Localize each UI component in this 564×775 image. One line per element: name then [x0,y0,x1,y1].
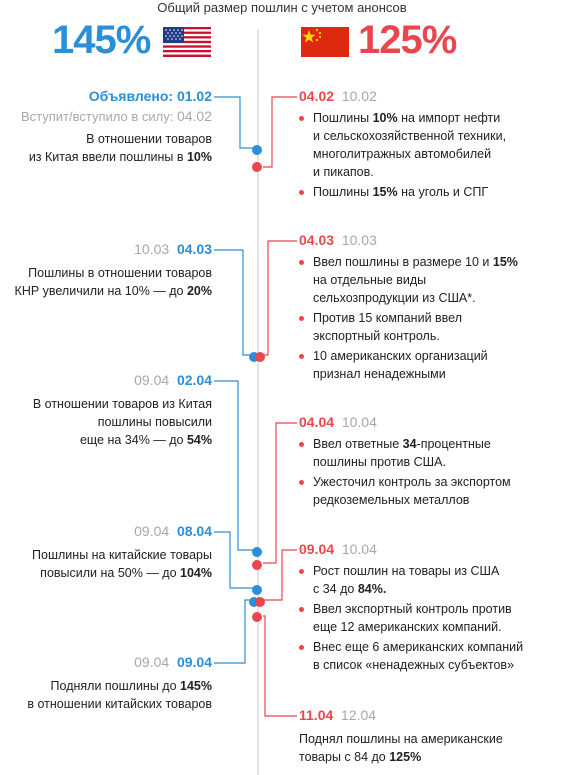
list-item: Внес еще 6 американских компаний в списо… [299,638,559,674]
effective-date: 12.04 [341,707,377,723]
announced-date: 09.04 [176,654,212,670]
event-value: 104% [180,566,212,580]
us-event-4: 09.04 08.04 Пошлины на китайские товары … [0,522,212,582]
list-item: Против 15 компаний ввел экспортный контр… [299,309,559,345]
list-item: Ввел пошлины в размере 10 и 15% на отдел… [299,253,559,307]
cn-event-2: 04.03 10.03 Ввел пошлины в размере 10 и … [299,231,559,385]
announced-date: 11.04 [299,707,334,723]
effective-date: 09.04 [134,523,170,539]
cn-event-dot [252,162,262,172]
us-event-dot [252,145,262,155]
us-event-dot [249,352,259,362]
event-text: В отношении товаров [86,132,212,146]
effective-date: 09.04 [134,654,170,670]
cn-measures-list: Рост пошлин на товары из США с 34 до 84%… [299,562,559,674]
us-event-2: 10.03 04.03 Пошлины в отношении товаров … [0,240,212,300]
cn-event-dot [255,597,265,607]
event-text: В отношении товаров из Китая [32,397,212,411]
event-value: 54% [186,433,212,447]
china-flag-icon [301,27,349,57]
cn-event-4: 09.04 10.04 Рост пошлин на товары из США… [299,540,559,676]
event-text: Пошлины в отношении товаров [28,266,212,280]
us-flag-icon [163,27,211,57]
us-event-5: 09.04 09.04 Подняли пошлины до 145% в от… [0,653,212,713]
list-item: Ввел ответные 34-процентные пошлины прот… [299,435,559,471]
effective-date: 10.03 [134,241,170,257]
event-text: в отношении китайских товаров [27,697,212,711]
event-text: еще на 34% — до [79,433,187,447]
event-text: КНР увеличили на 10% — до [14,284,187,298]
event-value: 10% [186,150,212,164]
announced-label: Объявлено: [88,88,177,104]
cn-measures-list: Ввел ответные 34-процентные пошлины прот… [299,435,559,509]
list-item: Ужесточил контроль за экспортом редкозем… [299,473,559,509]
event-value: 125% [389,750,422,764]
cn-event-1: 04.02 10.02 Пошлины 10% на импорт нефти … [299,87,559,203]
event-text: товары с 84 до [299,750,390,764]
event-value: 145% [180,679,212,693]
us-event-dot [252,547,262,557]
event-text: пошлины повысили [97,415,212,429]
list-item: 10 американских организаций признал нена… [299,347,559,383]
effective-date: 10.04 [341,541,377,557]
cn-measures-list: Пошлины 10% на импорт нефти и сельскохоз… [299,109,559,201]
announced-date: 04.02 [299,88,335,104]
effective-label: Вступит/вступило в силу: [20,109,177,124]
event-text: из Китая ввели пошлины в [28,150,187,164]
list-item: Пошлины 10% на импорт нефти и сельскохоз… [299,109,559,181]
timeline-axis [257,30,259,775]
effective-date: 10.03 [341,232,377,248]
us-event-dot [249,597,259,607]
event-text: Пошлины на китайские товары [32,548,212,562]
cn-event-dot [252,560,262,570]
event-value: 20% [186,284,212,298]
announced-date: 08.04 [176,523,212,539]
announced-date: 01.02 [176,88,212,104]
effective-date: 10.02 [341,88,377,104]
announced-date: 09.04 [299,541,335,557]
us-total-tariff: 145% [52,18,151,62]
effective-date: 10.04 [341,414,377,430]
announced-date: 04.04 [299,414,335,430]
us-event-3: 09.04 02.04 В отношении товаров из Китая… [0,371,212,449]
cn-event-dot [252,612,262,622]
chart-title: Общий размер пошлин с учетом анонсов [157,0,407,15]
effective-date: 09.04 [134,372,170,388]
effective-date: 04.02 [176,108,212,124]
event-text: Подняли пошлины до [50,679,181,693]
us-event-1: Объявлено: 01.02 Вступит/вступило в силу… [0,87,212,166]
cn-total-tariff: 125% [358,18,457,62]
cn-measures-list: Ввел пошлины в размере 10 и 15% на отдел… [299,253,559,383]
us-event-dot [252,585,262,595]
announced-date: 04.03 [176,241,212,257]
announced-date: 02.04 [176,372,212,388]
cn-event-3: 04.04 10.04 Ввел ответные 34-процентные … [299,413,559,511]
list-item: Пошлины 15% на уголь и СПГ [299,183,559,201]
list-item: Рост пошлин на товары из США с 34 до 84%… [299,562,559,598]
list-item: Ввел экспортный контроль против еще 12 а… [299,600,559,636]
cn-event-dot [255,352,265,362]
event-text: Поднял пошлины на американские [299,732,503,746]
event-text: повысили на 50% — до [40,566,181,580]
cn-event-5: 11.04 12.04 Поднял пошлины на американск… [299,706,559,766]
announced-date: 04.03 [299,232,335,248]
